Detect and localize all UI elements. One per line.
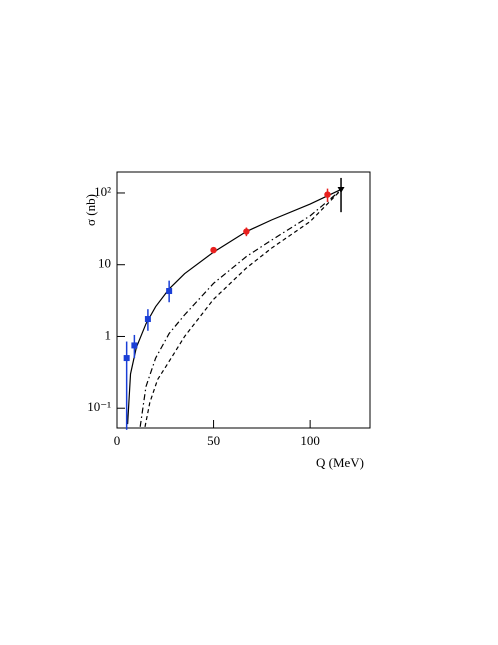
curve bbox=[127, 188, 342, 425]
y-tick-label: 10 bbox=[98, 256, 111, 271]
data-point bbox=[131, 342, 138, 349]
x-axis-label: Q (MeV) bbox=[316, 455, 364, 470]
x-tick-label: 0 bbox=[114, 433, 121, 448]
data-point bbox=[324, 191, 331, 198]
curve bbox=[139, 189, 342, 427]
data-point bbox=[166, 288, 173, 295]
y-tick-label: 10⁻¹ bbox=[87, 399, 111, 414]
data-point bbox=[210, 246, 217, 254]
x-tick-label: 100 bbox=[300, 433, 320, 448]
y-tick-label: 1 bbox=[105, 327, 112, 342]
x-tick-label: 50 bbox=[207, 433, 220, 448]
curve bbox=[144, 189, 342, 427]
plot-frame bbox=[116, 171, 371, 429]
y-axis-label: σ (nb) bbox=[83, 194, 98, 226]
data-point bbox=[144, 316, 151, 323]
data-point bbox=[337, 186, 345, 193]
data-point bbox=[243, 228, 250, 235]
y-tick-label: 10² bbox=[94, 184, 111, 199]
data-point bbox=[123, 355, 130, 362]
